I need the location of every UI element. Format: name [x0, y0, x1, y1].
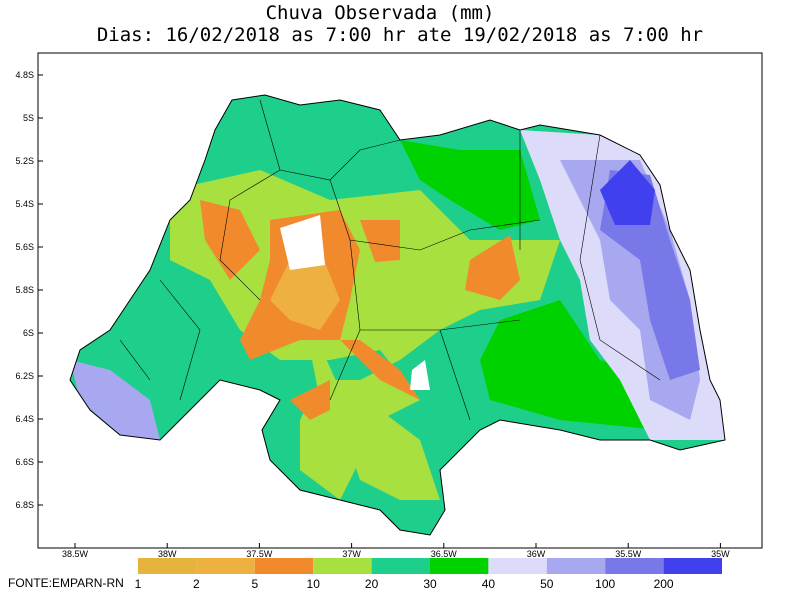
lat-label: 4.8S [15, 70, 34, 80]
legend-swatch [546, 558, 606, 574]
legend-swatch [430, 558, 489, 574]
lon-label: 38.5W [62, 549, 89, 559]
legend-label: 50 [540, 577, 554, 591]
legend-swatch [663, 558, 722, 574]
lon-label: 35W [711, 549, 730, 559]
lat-label: 6.2S [15, 371, 34, 381]
lat-label: 6.4S [15, 414, 34, 424]
map-frame [37, 52, 763, 549]
rainfall-field [70, 95, 725, 535]
legend-swatch [254, 558, 314, 574]
lat-label: 6.6S [15, 457, 34, 467]
legend-swatch [605, 558, 664, 574]
state-outline [69, 94, 726, 536]
lon-label: 38W [158, 549, 177, 559]
legend-swatch [196, 558, 255, 574]
municipal-borders [119, 99, 661, 421]
legend-label: 5 [251, 577, 258, 591]
legend-label: 2 [193, 577, 200, 591]
legend-label: 30 [423, 577, 437, 591]
subtitle: Dias: 16/02/2018 as 7:00 hr ate 19/02/20… [97, 24, 703, 46]
lon-label: 36W [527, 549, 546, 559]
legend-label: 1 [135, 577, 142, 591]
legend-swatch [371, 558, 430, 574]
legend-label: 10 [307, 577, 321, 591]
legend-label: 200 [654, 577, 674, 591]
lat-label: 5S [23, 113, 34, 123]
legend-swatch [138, 558, 197, 574]
legend-label: 100 [595, 577, 615, 591]
legend-label: 20 [365, 577, 379, 591]
legend-swatch [313, 558, 372, 574]
source: FONTE:EMPARN-RN [8, 576, 124, 590]
lat-label: 5.4S [15, 199, 34, 209]
title: Chuva Observada (mm) [266, 2, 495, 24]
lat-label: 6S [23, 328, 34, 338]
lat-label: 6.8S [15, 500, 34, 510]
legend-swatch [488, 558, 547, 574]
lat-label: 5.8S [15, 285, 34, 295]
lon-label: 37.5W [246, 549, 273, 559]
lat-label: 5.2S [15, 156, 34, 166]
legend-label: 40 [482, 577, 496, 591]
lon-label: 36.5W [431, 549, 458, 559]
lon-label: 35.5W [615, 549, 642, 559]
lon-label: 37W [342, 549, 361, 559]
lat-label: 5.6S [15, 242, 34, 252]
